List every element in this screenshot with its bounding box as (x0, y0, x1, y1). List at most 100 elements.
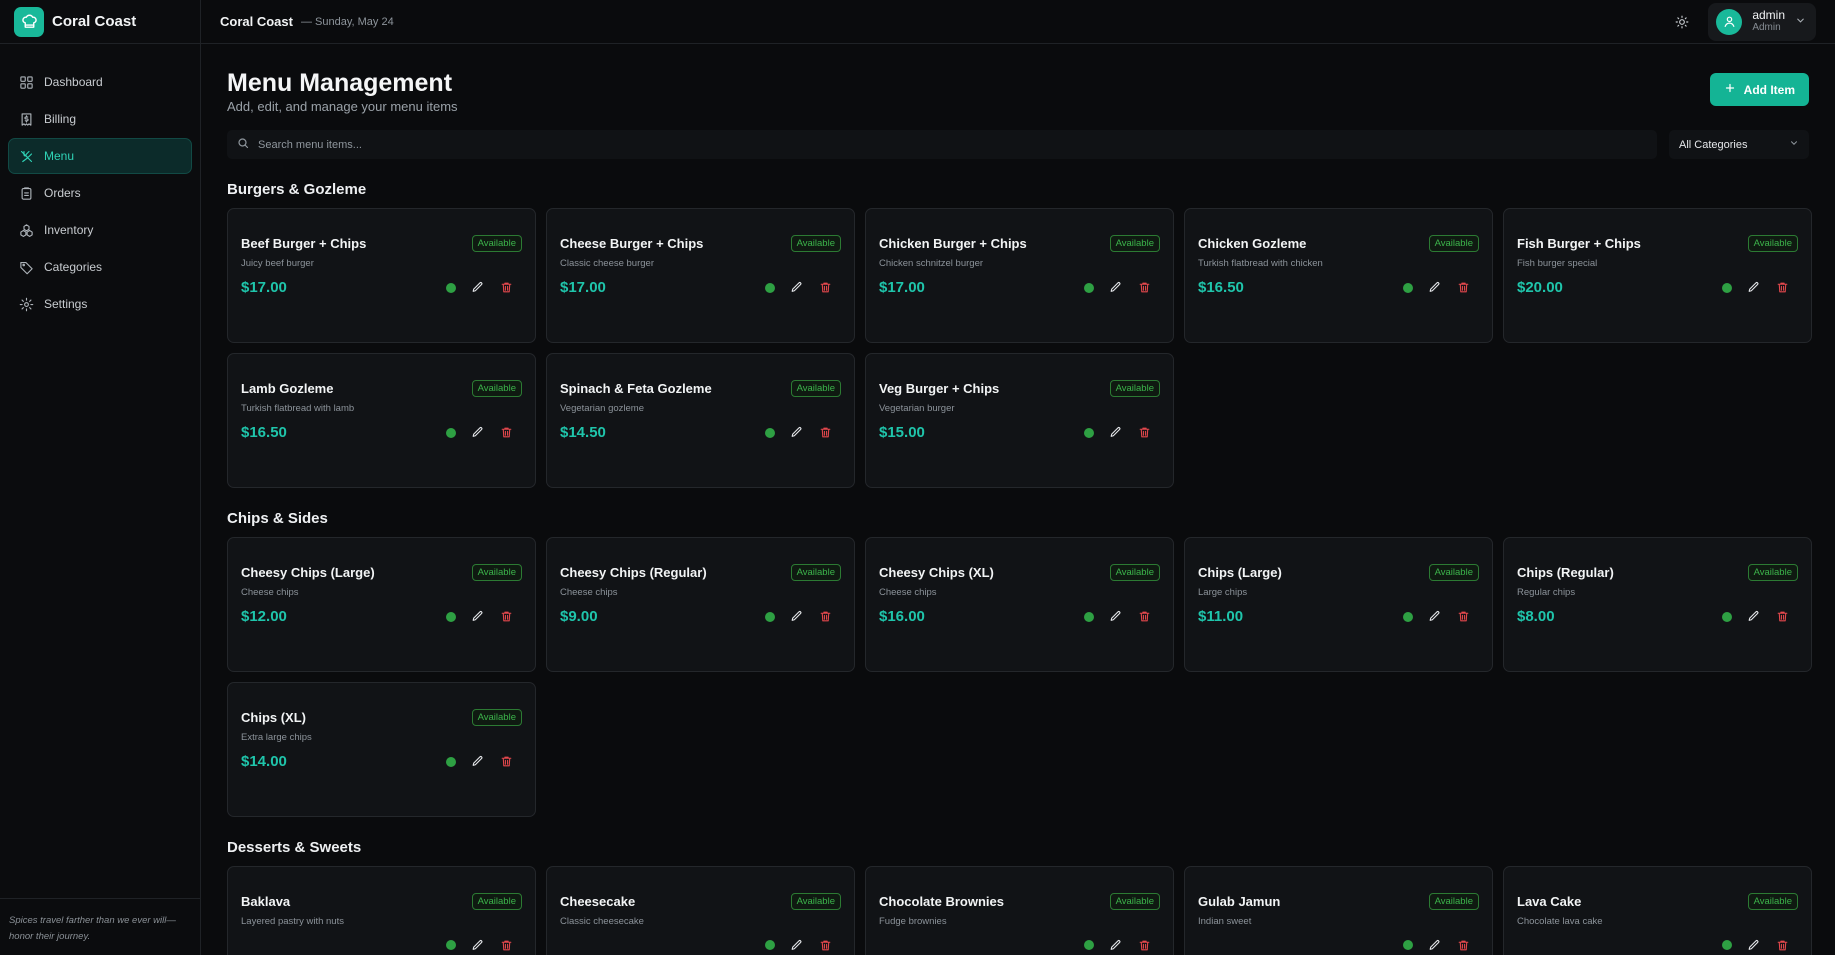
pencil-icon[interactable] (1745, 609, 1761, 625)
trash-icon[interactable] (498, 280, 514, 296)
availability-toggle[interactable] (446, 940, 456, 950)
menu-item-card[interactable]: Baklava Available Layered pastry with nuts (227, 866, 536, 955)
menu-item-card[interactable]: Cheesecake Available Classic cheesecake (546, 866, 855, 955)
trash-icon[interactable] (1136, 937, 1152, 953)
pencil-icon[interactable] (469, 280, 485, 296)
trash-icon[interactable] (498, 609, 514, 625)
trash-icon[interactable] (817, 609, 833, 625)
menu-item-card[interactable]: Chicken Burger + Chips Available Chicken s… (865, 208, 1174, 343)
item-description: Vegetarian burger (879, 403, 955, 414)
trash-icon[interactable] (1136, 280, 1152, 296)
availability-toggle[interactable] (446, 756, 456, 767)
pencil-icon[interactable] (1107, 937, 1123, 953)
pencil-icon[interactable] (469, 425, 485, 441)
trash-icon[interactable] (817, 280, 833, 296)
pencil-icon[interactable] (469, 937, 485, 953)
pencil-icon[interactable] (788, 937, 804, 953)
card-header: Beef Burger + Chips Available (241, 235, 522, 252)
availability-toggle[interactable] (1403, 940, 1413, 950)
pencil-icon[interactable] (788, 425, 804, 441)
menu-item-card[interactable]: Chips (Large) Available Large chips $11.00 (1184, 537, 1493, 672)
menu-item-card[interactable]: Cheesy Chips (XL) Available Cheese chips $1… (865, 537, 1174, 672)
menu-item-card[interactable]: Chips (XL) Available Extra large chips $14.… (227, 682, 536, 817)
menu-item-card[interactable]: Beef Burger + Chips Available Juicy beef b… (227, 208, 536, 343)
availability-toggle[interactable] (446, 427, 456, 438)
trash-icon[interactable] (1774, 937, 1790, 953)
trash-icon[interactable] (1455, 937, 1471, 953)
pencil-icon[interactable] (1107, 280, 1123, 296)
availability-toggle[interactable] (1722, 282, 1732, 293)
availability-toggle[interactable] (1722, 940, 1732, 950)
menu-item-card[interactable]: Chips (Regular) Available Regular chips $8.… (1503, 537, 1812, 672)
card-footer (1198, 937, 1479, 953)
status-badge: Available (1109, 564, 1160, 581)
sidebar-item-settings[interactable]: Settings (8, 286, 192, 322)
menu-item-card[interactable]: Cheese Burger + Chips Available Classic ch… (546, 208, 855, 343)
trash-icon[interactable] (1455, 609, 1471, 625)
availability-toggle[interactable] (1403, 282, 1413, 293)
item-actions (1084, 280, 1152, 296)
sun-icon[interactable] (1670, 10, 1694, 34)
pencil-icon[interactable] (1426, 280, 1442, 296)
availability-toggle[interactable] (1084, 427, 1094, 438)
availability-toggle[interactable] (1722, 611, 1732, 622)
menu-item-card[interactable]: Cheesy Chips (Large) Available Cheese chip… (227, 537, 536, 672)
trash-icon[interactable] (498, 937, 514, 953)
availability-toggle[interactable] (1403, 611, 1413, 622)
menu-item-card[interactable]: Cheesy Chips (Regular) Available Cheese ch… (546, 537, 855, 672)
availability-toggle[interactable] (765, 611, 775, 622)
availability-toggle[interactable] (446, 282, 456, 293)
availability-toggle[interactable] (765, 282, 775, 293)
pencil-icon[interactable] (1426, 937, 1442, 953)
menu-item-card[interactable]: Fish Burger + Chips Available Fish burger … (1503, 208, 1812, 343)
trash-icon[interactable] (1455, 280, 1471, 296)
menu-item-card[interactable]: Chicken Gozleme Available Turkish flatbrea… (1184, 208, 1493, 343)
search-input[interactable] (258, 138, 1647, 151)
sidebar-item-billing[interactable]: Billing (8, 101, 192, 137)
trash-icon[interactable] (1136, 609, 1152, 625)
pencil-icon[interactable] (788, 280, 804, 296)
card-header: Cheesecake Available (560, 893, 841, 910)
add-item-button[interactable]: Add Item (1709, 73, 1809, 106)
pencil-icon[interactable] (1745, 280, 1761, 296)
pencil-icon[interactable] (1107, 425, 1123, 441)
trash-icon[interactable] (498, 425, 514, 441)
menu-item-card[interactable]: Spinach & Feta Gozleme Available Vegetaria… (546, 353, 855, 488)
item-description: Vegetarian gozleme (560, 403, 644, 414)
menu-item-card[interactable]: Lamb Gozleme Available Turkish flatbread w… (227, 353, 536, 488)
sidebar-item-orders[interactable]: Orders (8, 175, 192, 211)
availability-toggle[interactable] (1084, 940, 1094, 950)
trash-icon[interactable] (1136, 425, 1152, 441)
trash-icon[interactable] (1774, 280, 1790, 296)
sidebar-item-categories[interactable]: Categories (8, 249, 192, 285)
trash-icon[interactable] (498, 754, 514, 770)
trash-icon[interactable] (1774, 609, 1790, 625)
pencil-icon[interactable] (788, 609, 804, 625)
menu-item-card[interactable]: Veg Burger + Chips Available Vegetarian bu… (865, 353, 1174, 488)
menu-item-card[interactable]: Gulab Jamun Available Indian sweet (1184, 866, 1493, 955)
brand[interactable]: Coral Coast (0, 0, 200, 44)
pencil-icon[interactable] (469, 754, 485, 770)
item-description: Juicy beef burger (241, 258, 314, 269)
sidebar-item-inventory[interactable]: Inventory (8, 212, 192, 248)
trash-icon[interactable] (817, 937, 833, 953)
menu-item-card[interactable]: Lava Cake Available Chocolate lava cake (1503, 866, 1812, 955)
availability-toggle[interactable] (1084, 611, 1094, 622)
item-price: $17.00 (879, 279, 925, 296)
sidebar-item-dashboard[interactable]: Dashboard (8, 64, 192, 100)
availability-toggle[interactable] (446, 611, 456, 622)
user-menu[interactable]: admin Admin (1708, 2, 1816, 41)
pencil-icon[interactable] (469, 609, 485, 625)
pencil-icon[interactable] (1745, 937, 1761, 953)
menu-item-card[interactable]: Chocolate Brownies Available Fudge brownie… (865, 866, 1174, 955)
availability-toggle[interactable] (1084, 282, 1094, 293)
trash-icon[interactable] (817, 425, 833, 441)
availability-toggle[interactable] (765, 940, 775, 950)
item-description: Extra large chips (241, 732, 312, 743)
pencil-icon[interactable] (1426, 609, 1442, 625)
sidebar-item-menu[interactable]: Menu (8, 138, 192, 174)
availability-toggle[interactable] (765, 427, 775, 438)
pencil-icon[interactable] (1107, 609, 1123, 625)
category-select[interactable]: All Categories (1669, 130, 1809, 159)
item-description: Regular chips (1517, 587, 1576, 598)
